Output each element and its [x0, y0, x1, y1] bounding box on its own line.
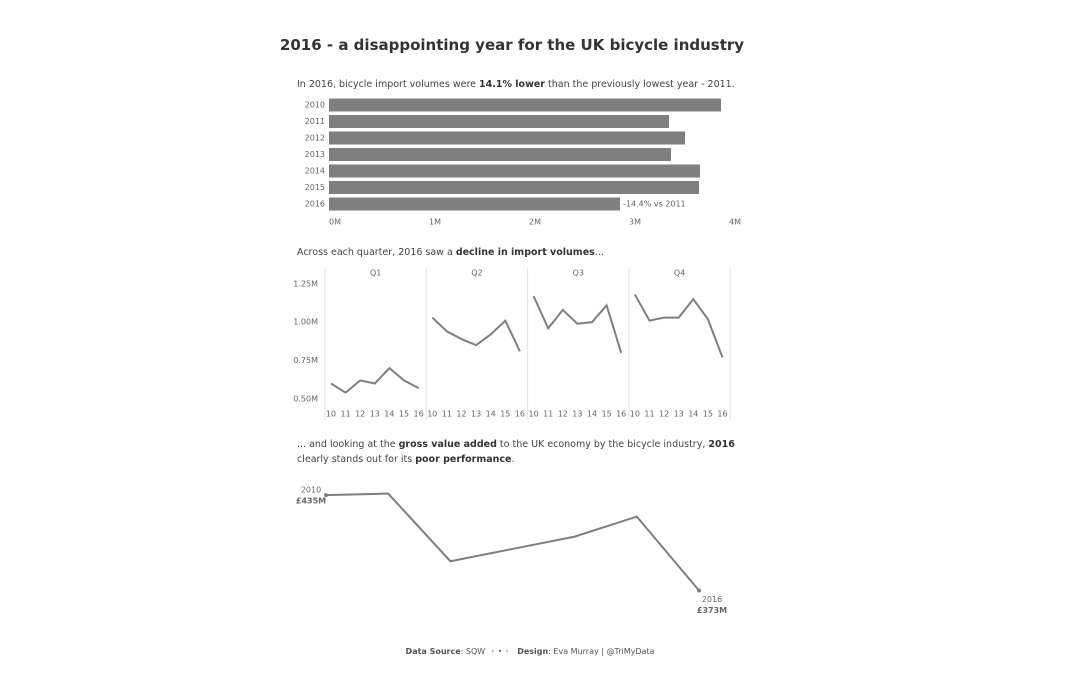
x-tick-label: 10	[630, 410, 640, 419]
x-tick-label: 2M	[529, 218, 541, 227]
x-tick-label: 12	[355, 410, 365, 419]
bar	[329, 181, 699, 194]
end-point	[324, 493, 328, 498]
panel-title: Q3	[573, 269, 584, 278]
x-tick-label: 0M	[329, 218, 341, 227]
y-tick-label: 2010	[305, 101, 325, 110]
y-tick-label: 0.75M	[293, 356, 318, 365]
y-tick-label: 1.25M	[293, 279, 318, 288]
x-tick-label: 11	[644, 410, 654, 419]
bar	[329, 131, 685, 145]
x-tick-label: 11	[543, 410, 553, 419]
x-tick-label: 14	[688, 410, 698, 419]
bar	[329, 164, 700, 178]
value-label: £373M	[697, 606, 727, 615]
x-tick-label: 14	[486, 410, 496, 419]
x-tick-label: 1M	[429, 218, 441, 227]
text-segment: than the previously lowest year - 2011.	[544, 79, 735, 90]
text-segment: to the UK economy by the bicycle industr…	[496, 439, 709, 450]
x-tick-label: 10	[427, 410, 437, 419]
bar	[329, 98, 721, 112]
x-tick-label: 4M	[729, 218, 741, 227]
caption: Across each quarter, 2016 saw a decline …	[297, 245, 737, 260]
line	[634, 294, 724, 358]
text-segment: .	[511, 454, 515, 465]
x-tick-label: 13	[572, 410, 582, 419]
x-tick-label: 11	[341, 410, 351, 419]
x-tick-label: 15	[703, 410, 713, 419]
x-tick-label: 15	[500, 410, 510, 419]
text-segment: ... and looking at the	[297, 439, 399, 450]
y-tick-label: 2014	[305, 167, 325, 176]
x-tick-label: 13	[674, 410, 684, 419]
value-label: £435M	[296, 497, 326, 506]
x-tick-label: 14	[384, 410, 394, 419]
x-tick-label: 16	[515, 410, 525, 419]
line	[532, 295, 623, 354]
x-tick-label: 16	[616, 410, 626, 419]
bar	[329, 148, 671, 161]
y-tick-label: 2013	[305, 150, 325, 159]
x-tick-label: 13	[471, 410, 481, 419]
caption: ... and looking at the gross value added…	[297, 437, 737, 467]
x-tick-label: 14	[587, 410, 597, 419]
text-segment: clearly stands out for its	[297, 454, 416, 465]
end-point	[697, 588, 701, 593]
text-segment: poor performance	[415, 454, 512, 465]
y-tick-label: 2011	[305, 117, 325, 126]
bar	[329, 115, 669, 128]
line	[431, 316, 521, 352]
point-label: 2016	[702, 595, 722, 604]
y-tick-label: 2015	[305, 183, 325, 192]
panel-title: Q2	[471, 269, 482, 278]
annotation: -14.4% vs 2011	[623, 200, 686, 209]
y-tick-label: 2012	[305, 134, 325, 143]
x-tick-label: 12	[659, 410, 669, 419]
y-tick-label: 1.00M	[293, 318, 318, 327]
y-tick-label: 2016	[305, 200, 325, 209]
text-segment: Data Source	[405, 647, 461, 656]
x-tick-label: 3M	[629, 218, 641, 227]
x-tick-label: 16	[414, 410, 424, 419]
panel-title: Q1	[370, 269, 381, 278]
caption: In 2016, bicycle import volumes were 14.…	[297, 77, 737, 92]
text-segment: : SQW	[460, 647, 486, 656]
text-segment: Across each quarter, 2016 saw a	[297, 247, 456, 258]
x-tick-label: 16	[717, 410, 727, 419]
x-tick-label: 15	[602, 410, 612, 419]
line	[330, 366, 420, 394]
x-tick-label: 12	[456, 410, 466, 419]
panel-title: Q4	[674, 269, 685, 278]
text-segment: gross value added	[398, 439, 497, 450]
text-segment: Design	[517, 647, 549, 656]
text-segment: ...	[594, 247, 604, 258]
x-tick-label: 10	[326, 410, 336, 419]
x-tick-label: 10	[529, 410, 539, 419]
text-segment: 2016	[708, 439, 735, 450]
line	[325, 492, 700, 592]
text-segment: In 2016, bicycle import volumes were	[297, 79, 480, 90]
text-segment: 14.1% lower	[479, 79, 545, 90]
separator-dots: • • •	[490, 647, 510, 656]
x-tick-label: 11	[442, 410, 452, 419]
x-tick-label: 15	[399, 410, 409, 419]
x-tick-label: 12	[558, 410, 568, 419]
dashboard-title: 2016 - a disappointing year for the UK b…	[279, 36, 745, 54]
x-tick-label: 13	[370, 410, 380, 419]
y-tick-label: 0.50M	[293, 394, 318, 403]
text-segment: decline in import volumes	[455, 247, 595, 258]
text-segment: : Eva Murray | @TriMyData	[548, 647, 655, 656]
bar	[329, 197, 620, 211]
point-label: 2010	[301, 486, 321, 495]
footer: Data Source: SQW • • • Design: Eva Murra…	[0, 647, 1060, 656]
